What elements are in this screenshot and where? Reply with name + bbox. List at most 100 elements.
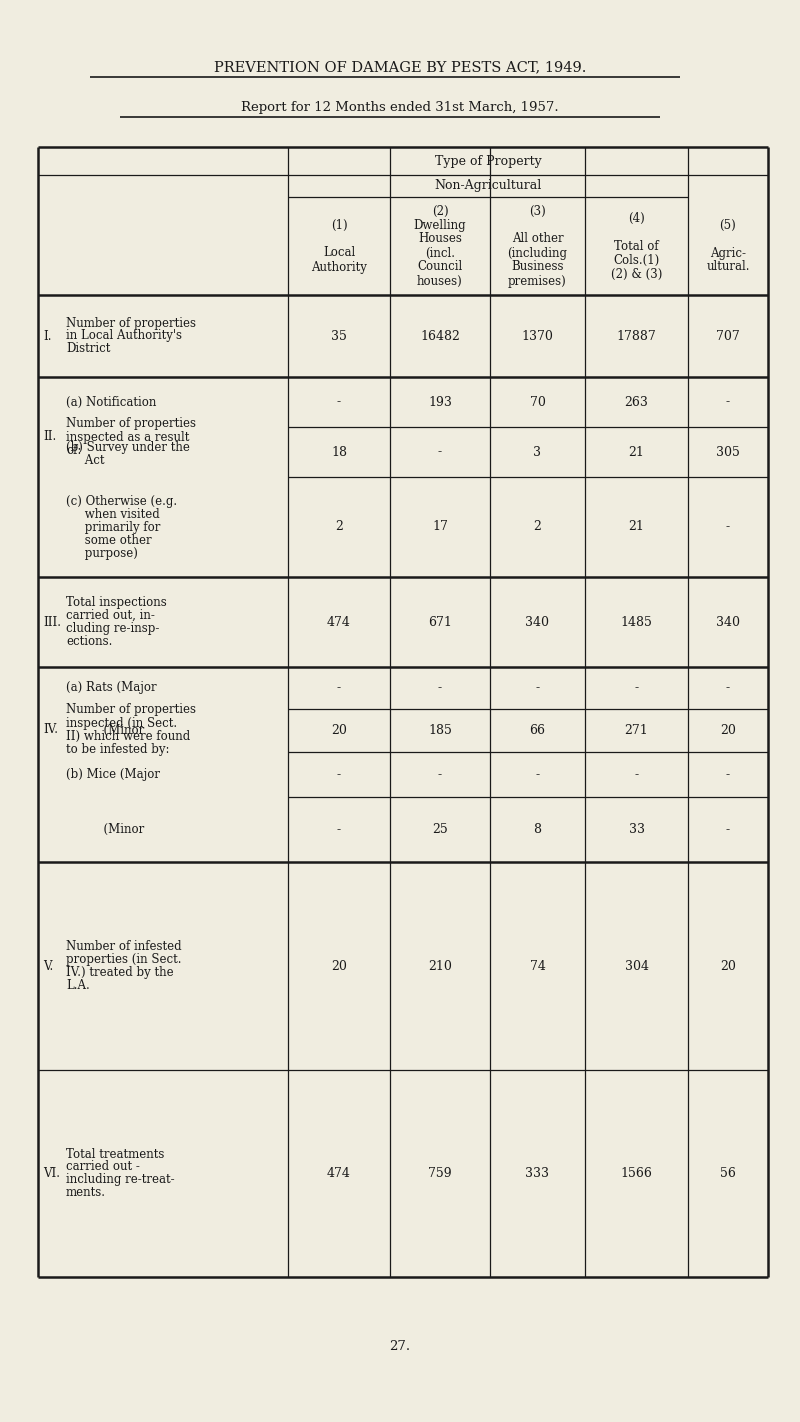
Text: carried out, in-: carried out, in- xyxy=(66,609,155,621)
Text: -: - xyxy=(726,768,730,781)
Text: All other: All other xyxy=(512,233,563,246)
Text: Houses: Houses xyxy=(418,233,462,246)
Text: Act: Act xyxy=(66,454,105,466)
Text: -: - xyxy=(438,445,442,458)
Text: (4): (4) xyxy=(628,212,645,225)
Text: VI.: VI. xyxy=(43,1167,60,1180)
Text: houses): houses) xyxy=(417,274,463,287)
Text: 304: 304 xyxy=(625,960,649,973)
Text: -: - xyxy=(535,681,539,694)
Text: -: - xyxy=(726,520,730,533)
Text: -: - xyxy=(634,768,638,781)
Text: 66: 66 xyxy=(530,724,546,737)
Text: V.: V. xyxy=(43,960,54,973)
Text: -: - xyxy=(535,768,539,781)
Text: I.: I. xyxy=(43,330,51,343)
Text: 20: 20 xyxy=(331,724,347,737)
Text: of:: of: xyxy=(66,444,82,456)
Text: inspected (in Sect.: inspected (in Sect. xyxy=(66,717,177,729)
Text: 759: 759 xyxy=(428,1167,452,1180)
Text: Total of: Total of xyxy=(614,239,659,253)
Text: 70: 70 xyxy=(530,395,546,408)
Text: 305: 305 xyxy=(716,445,740,458)
Text: premises): premises) xyxy=(508,274,567,287)
Text: 474: 474 xyxy=(327,1167,351,1180)
Text: Authority: Authority xyxy=(311,260,367,273)
Text: 17887: 17887 xyxy=(617,330,656,343)
Text: Business: Business xyxy=(511,260,564,273)
Text: 2: 2 xyxy=(534,520,542,533)
Text: 8: 8 xyxy=(534,823,542,836)
Text: Number of properties: Number of properties xyxy=(66,418,196,431)
Text: (5): (5) xyxy=(720,219,736,232)
Text: 671: 671 xyxy=(428,616,452,629)
Text: -: - xyxy=(337,768,341,781)
Text: Total treatments: Total treatments xyxy=(66,1148,164,1160)
Text: Council: Council xyxy=(418,260,462,273)
Text: (b) Mice (Major: (b) Mice (Major xyxy=(66,768,160,781)
Text: -: - xyxy=(337,823,341,836)
Text: Total inspections: Total inspections xyxy=(66,596,166,609)
Text: 193: 193 xyxy=(428,395,452,408)
Text: 56: 56 xyxy=(720,1167,736,1180)
Text: 707: 707 xyxy=(716,330,740,343)
Text: Type of Property: Type of Property xyxy=(434,155,542,168)
Text: inspected as a result: inspected as a result xyxy=(66,431,190,444)
Text: -: - xyxy=(337,395,341,408)
Text: -: - xyxy=(438,768,442,781)
Text: 33: 33 xyxy=(629,823,645,836)
Text: ultural.: ultural. xyxy=(706,260,750,273)
Text: -: - xyxy=(726,395,730,408)
Text: 74: 74 xyxy=(530,960,546,973)
Text: 35: 35 xyxy=(331,330,347,343)
Text: 25: 25 xyxy=(432,823,448,836)
Text: (1): (1) xyxy=(330,219,347,232)
Text: 20: 20 xyxy=(720,724,736,737)
Text: -: - xyxy=(726,681,730,694)
Text: 18: 18 xyxy=(331,445,347,458)
Text: (incl.: (incl. xyxy=(425,246,455,259)
Text: (b) Survey under the: (b) Survey under the xyxy=(66,441,190,454)
Text: (2): (2) xyxy=(432,205,448,218)
Text: -: - xyxy=(337,681,341,694)
Text: 21: 21 xyxy=(629,520,645,533)
Text: 271: 271 xyxy=(625,724,648,737)
Text: to be infested by:: to be infested by: xyxy=(66,742,170,755)
Text: ections.: ections. xyxy=(66,636,112,648)
Text: 16482: 16482 xyxy=(420,330,460,343)
Text: Local: Local xyxy=(323,246,355,259)
Text: 333: 333 xyxy=(526,1167,550,1180)
Text: Dwelling: Dwelling xyxy=(414,219,466,232)
Text: (3): (3) xyxy=(529,205,546,218)
Text: (Minor: (Minor xyxy=(66,724,144,737)
Text: IV.: IV. xyxy=(43,722,58,737)
Text: 474: 474 xyxy=(327,616,351,629)
Text: 1485: 1485 xyxy=(621,616,653,629)
Text: Number of properties: Number of properties xyxy=(66,704,196,717)
Text: 340: 340 xyxy=(716,616,740,629)
Text: PREVENTION OF DAMAGE BY PESTS ACT, 1949.: PREVENTION OF DAMAGE BY PESTS ACT, 1949. xyxy=(214,60,586,74)
Text: 185: 185 xyxy=(428,724,452,737)
Text: Cols.(1): Cols.(1) xyxy=(614,253,660,266)
Text: 1370: 1370 xyxy=(522,330,554,343)
Text: II.: II. xyxy=(43,431,56,444)
Text: District: District xyxy=(66,343,110,356)
Text: in Local Authority's: in Local Authority's xyxy=(66,330,182,343)
Text: 340: 340 xyxy=(526,616,550,629)
Text: (a) Rats (Major: (a) Rats (Major xyxy=(66,681,157,694)
Text: (including: (including xyxy=(507,246,567,259)
Text: carried out -: carried out - xyxy=(66,1160,140,1173)
Text: III.: III. xyxy=(43,616,61,629)
Text: 263: 263 xyxy=(625,395,649,408)
Text: -: - xyxy=(726,823,730,836)
Text: 1566: 1566 xyxy=(621,1167,653,1180)
Text: 210: 210 xyxy=(428,960,452,973)
Text: when visited: when visited xyxy=(66,508,160,520)
Text: (2) & (3): (2) & (3) xyxy=(611,267,662,280)
Text: IV.) treated by the: IV.) treated by the xyxy=(66,966,174,978)
Text: Number of infested: Number of infested xyxy=(66,940,182,953)
Text: L.A.: L.A. xyxy=(66,978,90,993)
Text: Non-Agricultural: Non-Agricultural xyxy=(434,179,542,192)
Text: primarily for: primarily for xyxy=(66,520,160,533)
Text: 2: 2 xyxy=(335,520,343,533)
